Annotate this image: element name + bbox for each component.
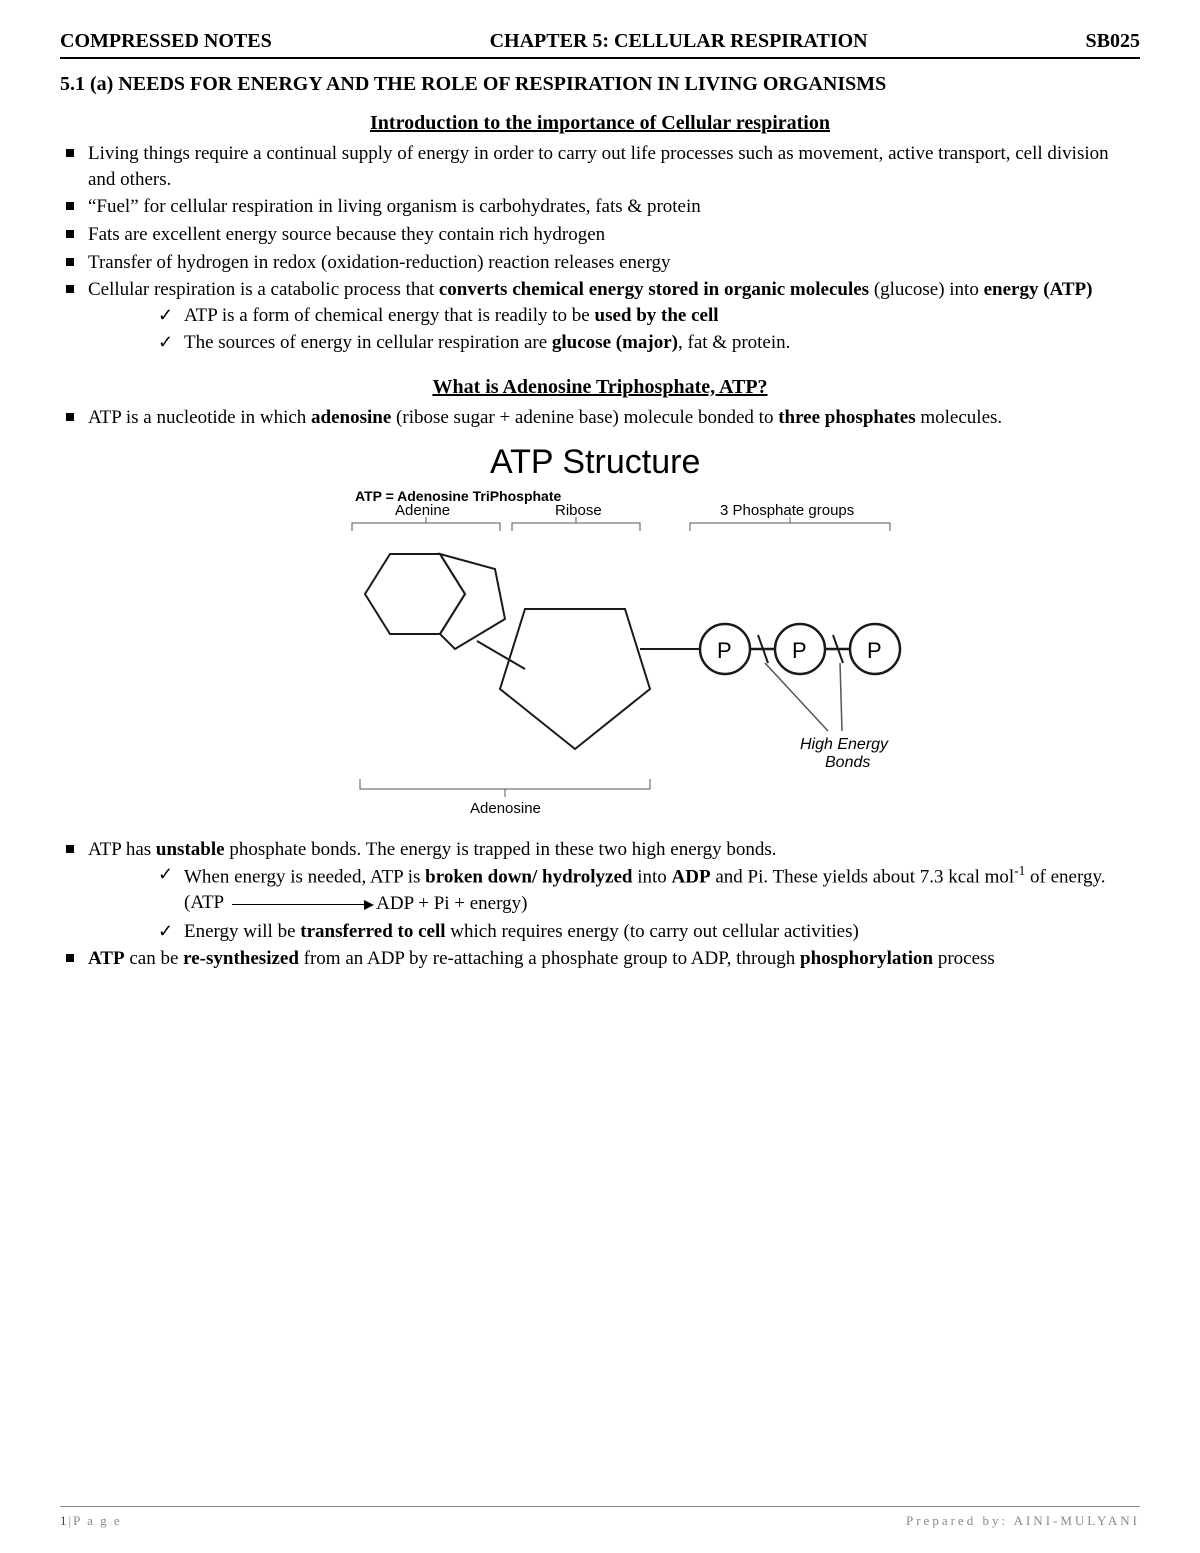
high-energy-label-2: Bonds — [825, 754, 870, 771]
footer-prepared: Prepared by: AINI-MULYANI — [906, 1513, 1140, 1529]
diagram-subtitle: ATP = Adenosine TriPhosphate — [355, 488, 561, 504]
intro-bullet: Transfer of hydrogen in redox (oxidation… — [64, 250, 1140, 276]
intro-check: The sources of energy in cellular respir… — [158, 330, 1140, 356]
label-ribose: Ribose — [555, 502, 602, 519]
atp-bullet: ATP has unstable phosphate bonds. The en… — [64, 837, 1140, 945]
page-footer: 1|P a g e Prepared by: AINI-MULYANI — [60, 1506, 1140, 1529]
section-title: 5.1 (a) NEEDS FOR ENERGY AND THE ROLE OF… — [60, 73, 1140, 96]
atp-bullet: ATP can be re-synthesized from an ADP by… — [64, 946, 1140, 972]
diagram-title: ATP Structure — [490, 443, 700, 481]
intro-check: ATP is a form of chemical energy that is… — [158, 303, 1140, 329]
intro-checks: ATP is a form of chemical energy that is… — [88, 303, 1140, 356]
atp-check: When energy is needed, ATP is broken dow… — [158, 862, 1140, 916]
atp-bullet: ATP is a nucleotide in which adenosine (… — [64, 405, 1140, 431]
header-center: CHAPTER 5: CELLULAR RESPIRATION — [490, 30, 868, 53]
intro-bullet: Cellular respiration is a catabolic proc… — [64, 277, 1140, 356]
atp-equation: ADP + Pi + energy) — [228, 891, 527, 917]
intro-bullet: “Fuel” for cellular respiration in livin… — [64, 194, 1140, 220]
page-header: COMPRESSED NOTES CHAPTER 5: CELLULAR RES… — [60, 30, 1140, 59]
footer-page: 1|P a g e — [60, 1513, 122, 1529]
atp-check: Energy will be transferred to cell which… — [158, 919, 1140, 945]
label-phosphate: 3 Phosphate groups — [720, 502, 854, 519]
adenine-shape — [365, 554, 505, 649]
atp-heading: What is Adenosine Triphosphate, ATP? — [60, 376, 1140, 399]
p-letter: P — [792, 638, 807, 663]
label-adenine: Adenine — [395, 502, 450, 519]
atp-bullets: ATP is a nucleotide in which adenosine (… — [60, 405, 1140, 431]
intro-bullet: Fats are excellent energy source because… — [64, 222, 1140, 248]
label-adenosine: Adenosine — [470, 800, 541, 817]
intro-bullet: Living things require a continual supply… — [64, 141, 1140, 192]
intro-bullets: Living things require a continual supply… — [60, 141, 1140, 356]
intro-heading: Introduction to the importance of Cellul… — [60, 112, 1140, 135]
atp-checks: When energy is needed, ATP is broken dow… — [88, 862, 1140, 944]
high-energy-label-1: High Energy — [800, 736, 889, 753]
ribose-shape — [500, 609, 650, 749]
p-letter: P — [867, 638, 882, 663]
atp-bullets-2: ATP has unstable phosphate bonds. The en… — [60, 837, 1140, 972]
arrow-icon — [232, 904, 372, 905]
atp-diagram: ATP Structure ATP = Adenosine TriPhospha… — [60, 439, 1140, 829]
header-left: COMPRESSED NOTES — [60, 30, 272, 53]
p-letter: P — [717, 638, 732, 663]
header-right: SB025 — [1086, 30, 1140, 53]
